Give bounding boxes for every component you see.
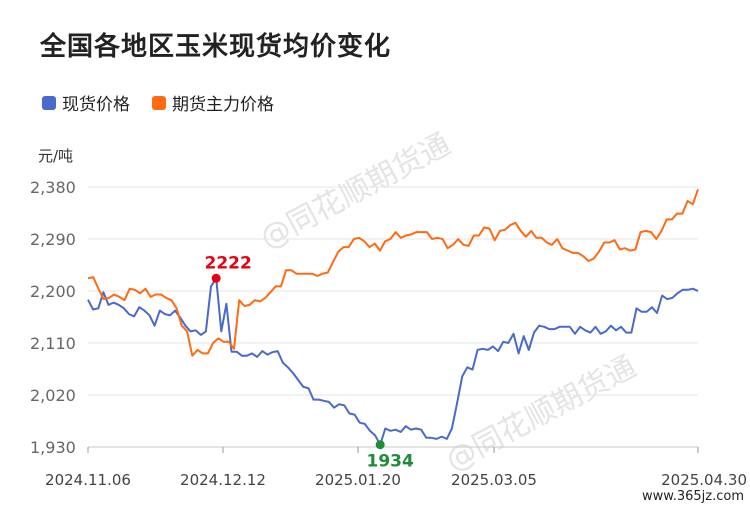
y-tick-label: 1,930 — [30, 438, 76, 457]
y-axis-unit: 元/吨 — [38, 147, 74, 165]
y-tick-label: 2,110 — [30, 334, 76, 353]
legend: 现货价格 期货主力价格 — [42, 90, 296, 115]
legend-label-futures: 期货主力价格 — [172, 95, 274, 115]
legend-item-spot[interactable]: 现货价格 — [42, 90, 130, 115]
y-axis-ticks: 1,930 2,020 2,110 2,200 2,290 2,380 — [30, 178, 76, 457]
max-point-marker — [211, 273, 221, 283]
min-point-marker — [375, 440, 385, 450]
chart-title: 全国各地区玉米现货均价变化 — [40, 32, 392, 62]
x-tick-label: 2024.11.06 — [45, 471, 131, 489]
y-tick-label: 2,200 — [30, 282, 76, 301]
x-tick-label: 2025.03.05 — [451, 471, 537, 489]
y-tick-label: 2,290 — [30, 230, 76, 249]
annotations: 2222 1934 — [204, 253, 414, 471]
min-point-label: 1934 — [367, 452, 414, 472]
legend-swatch-futures — [152, 95, 166, 110]
legend-swatch-spot — [42, 95, 56, 110]
series-lines — [87, 188, 699, 446]
futures-price-line — [87, 188, 699, 357]
spot-price-line — [87, 277, 699, 446]
x-axis-ticks: 2024.11.06 2024.12.12 2025.01.20 2025.03.05… — [45, 447, 747, 489]
legend-item-futures[interactable]: 期货主力价格 — [152, 90, 274, 115]
legend-label-spot: 现货价格 — [62, 95, 130, 115]
x-tick-label: 2025.04.30 — [661, 471, 747, 489]
y-tick-label: 2,020 — [30, 386, 76, 405]
max-point-label: 2222 — [204, 253, 251, 273]
x-tick-label: 2025.01.20 — [315, 471, 401, 489]
site-watermark: www.365jz.com — [642, 489, 744, 504]
watermark-top: @同花顺期货通 — [255, 127, 457, 256]
x-tick-label: 2024.12.12 — [180, 471, 266, 489]
y-tick-label: 2,380 — [30, 178, 76, 197]
